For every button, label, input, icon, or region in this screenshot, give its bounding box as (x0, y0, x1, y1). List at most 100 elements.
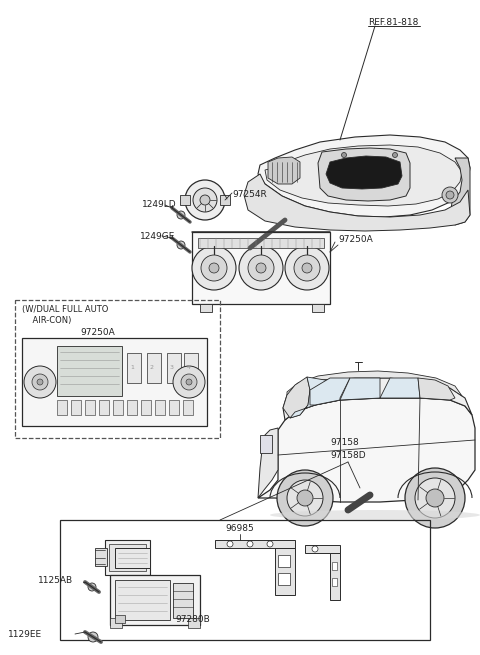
Circle shape (287, 480, 323, 516)
Text: 97250A: 97250A (338, 235, 373, 244)
Polygon shape (258, 428, 278, 498)
Text: 2: 2 (150, 365, 154, 370)
Circle shape (426, 489, 444, 507)
Circle shape (200, 195, 210, 205)
Bar (60, 520, 430, 640)
Text: 96985: 96985 (225, 524, 254, 533)
Circle shape (186, 379, 192, 385)
Text: 97158: 97158 (330, 438, 359, 447)
Bar (192, 232, 330, 304)
Bar (57, 346, 122, 396)
Bar (147, 353, 161, 383)
Circle shape (185, 180, 225, 220)
Bar (85, 400, 95, 415)
Bar (141, 400, 151, 415)
Bar (95, 548, 107, 566)
Circle shape (192, 246, 236, 290)
Polygon shape (200, 304, 212, 312)
Circle shape (201, 255, 227, 281)
Polygon shape (450, 158, 470, 225)
Circle shape (193, 188, 217, 212)
Circle shape (312, 546, 318, 552)
Circle shape (405, 468, 465, 528)
Bar (278, 555, 290, 567)
Polygon shape (258, 398, 475, 502)
Bar (127, 353, 141, 383)
Polygon shape (268, 157, 300, 184)
Bar (173, 583, 193, 618)
Bar (115, 580, 170, 620)
Bar (332, 562, 337, 570)
Polygon shape (265, 145, 462, 206)
Circle shape (177, 211, 185, 219)
Bar (198, 238, 324, 248)
Bar (220, 195, 230, 205)
Circle shape (239, 246, 283, 290)
Bar (184, 353, 198, 383)
Polygon shape (283, 377, 310, 418)
Text: 97280B: 97280B (175, 615, 210, 624)
Bar (57, 400, 67, 415)
Ellipse shape (270, 510, 480, 520)
Bar (99, 400, 109, 415)
Circle shape (227, 541, 233, 547)
Polygon shape (283, 378, 472, 420)
Polygon shape (258, 135, 470, 217)
Bar (127, 400, 137, 415)
Text: 3: 3 (170, 365, 174, 370)
Circle shape (173, 366, 205, 398)
Bar (22, 338, 207, 426)
Polygon shape (305, 545, 340, 553)
Bar (332, 578, 337, 586)
Circle shape (88, 583, 96, 591)
Circle shape (446, 191, 454, 199)
Polygon shape (244, 174, 470, 231)
Text: 1249GE: 1249GE (140, 232, 175, 241)
Polygon shape (318, 148, 410, 201)
Bar (105, 540, 150, 575)
Bar (188, 618, 200, 628)
Circle shape (181, 374, 197, 390)
Bar (110, 618, 122, 628)
Text: 97254R: 97254R (232, 190, 267, 199)
Polygon shape (215, 540, 295, 548)
Polygon shape (330, 553, 340, 600)
Polygon shape (290, 377, 340, 418)
Text: 1249LD: 1249LD (142, 200, 177, 209)
Polygon shape (287, 371, 462, 396)
Bar (113, 400, 123, 415)
Bar (155, 400, 165, 415)
Circle shape (24, 366, 56, 398)
Bar (260, 435, 272, 453)
Bar (278, 573, 290, 585)
Bar (180, 195, 190, 205)
Circle shape (415, 478, 455, 518)
Circle shape (442, 187, 458, 203)
Bar (71, 400, 81, 415)
Circle shape (248, 255, 274, 281)
Polygon shape (275, 548, 295, 595)
Text: REF.81-818: REF.81-818 (368, 18, 419, 27)
Text: 97158D: 97158D (330, 451, 366, 460)
Polygon shape (310, 378, 350, 405)
Polygon shape (418, 378, 455, 400)
Circle shape (341, 153, 347, 157)
Circle shape (88, 632, 98, 642)
Circle shape (302, 263, 312, 273)
Circle shape (32, 374, 48, 390)
Circle shape (294, 255, 320, 281)
Polygon shape (326, 156, 402, 189)
Text: 1: 1 (130, 365, 134, 370)
Circle shape (177, 241, 185, 249)
Circle shape (285, 246, 329, 290)
Circle shape (297, 490, 313, 506)
Circle shape (247, 541, 253, 547)
Circle shape (267, 541, 273, 547)
Text: 1129EE: 1129EE (8, 630, 42, 639)
Bar (115, 548, 150, 568)
Bar (115, 615, 125, 623)
Bar (167, 353, 181, 383)
Polygon shape (340, 378, 380, 400)
Bar (110, 575, 200, 625)
Circle shape (209, 263, 219, 273)
